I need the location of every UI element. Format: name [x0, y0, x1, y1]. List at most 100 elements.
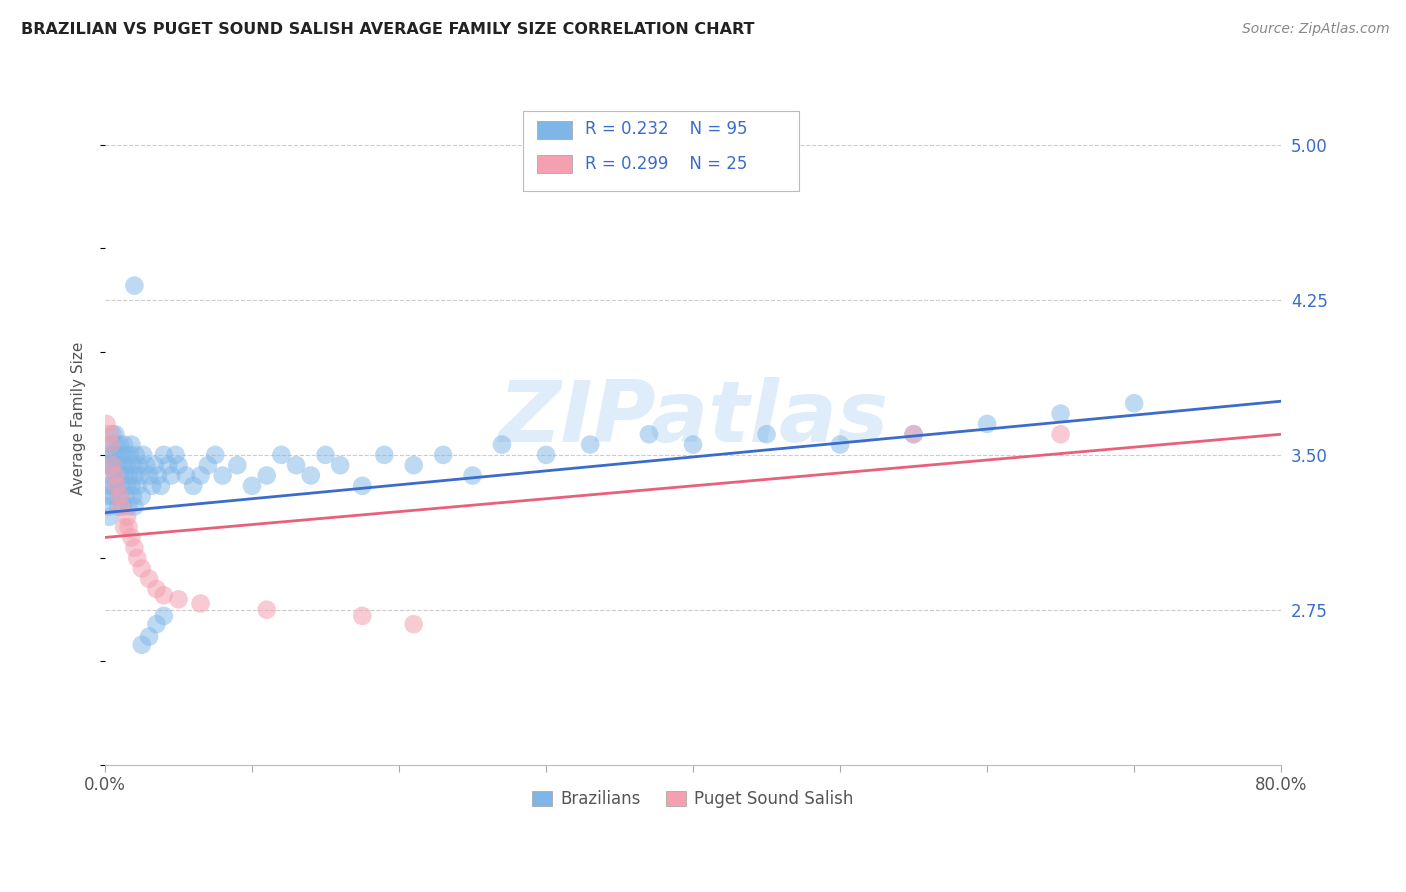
Point [114, 448, 136, 462]
Point [204, 448, 226, 462]
Point [110, 479, 132, 493]
Point [402, 617, 425, 632]
Point [352, 608, 374, 623]
Point [97, 500, 120, 514]
Point [112, 437, 135, 451]
Point [110, 500, 132, 514]
Point [146, 468, 169, 483]
Point [103, 479, 125, 493]
Point [373, 448, 395, 462]
Point [100, 437, 122, 451]
Point [152, 608, 174, 623]
Point [120, 531, 142, 545]
Point [104, 468, 127, 483]
Point [104, 427, 127, 442]
Point [118, 448, 141, 462]
Point [1049, 407, 1071, 421]
Point [110, 448, 132, 462]
Point [402, 458, 425, 473]
Point [101, 448, 124, 462]
Text: Source: ZipAtlas.com: Source: ZipAtlas.com [1241, 22, 1389, 37]
Point [211, 468, 233, 483]
Point [1123, 396, 1146, 410]
Point [98, 427, 121, 442]
Point [111, 458, 134, 473]
Point [828, 437, 851, 451]
Point [114, 489, 136, 503]
Point [285, 458, 308, 473]
Point [98, 479, 121, 493]
Point [105, 479, 128, 493]
FancyBboxPatch shape [537, 120, 572, 138]
Point [145, 582, 167, 596]
Point [101, 427, 124, 442]
Point [152, 588, 174, 602]
Point [315, 448, 337, 462]
Point [190, 597, 212, 611]
Point [107, 500, 129, 514]
Point [226, 458, 249, 473]
Point [124, 278, 146, 293]
Point [98, 509, 121, 524]
Point [115, 479, 138, 493]
Text: ZIPatlas: ZIPatlas [498, 377, 889, 460]
Point [96, 489, 118, 503]
Point [152, 448, 174, 462]
Point [103, 458, 125, 473]
Point [976, 417, 998, 431]
Point [270, 448, 292, 462]
Point [107, 458, 129, 473]
Point [120, 479, 142, 493]
Point [100, 437, 122, 451]
Point [167, 458, 190, 473]
Legend: Brazilians, Puget Sound Salish: Brazilians, Puget Sound Salish [526, 784, 860, 815]
Point [104, 468, 127, 483]
Point [141, 479, 163, 493]
Point [903, 427, 925, 442]
Point [149, 479, 172, 493]
Point [903, 427, 925, 442]
Point [122, 489, 145, 503]
FancyBboxPatch shape [537, 155, 572, 173]
Point [157, 458, 180, 473]
Point [129, 468, 152, 483]
Point [534, 448, 557, 462]
Point [131, 489, 153, 503]
Point [491, 437, 513, 451]
Point [124, 541, 146, 555]
Point [197, 458, 219, 473]
Point [181, 479, 204, 493]
Point [101, 458, 124, 473]
Point [160, 468, 183, 483]
Point [256, 603, 278, 617]
Point [111, 500, 134, 514]
Point [461, 468, 484, 483]
Point [117, 500, 139, 514]
Point [115, 509, 138, 524]
Point [100, 458, 122, 473]
Point [122, 458, 145, 473]
Point [138, 468, 160, 483]
Point [117, 468, 139, 483]
Point [108, 489, 131, 503]
Point [127, 479, 149, 493]
Point [131, 561, 153, 575]
Point [167, 592, 190, 607]
Point [143, 458, 166, 473]
Point [115, 458, 138, 473]
Point [352, 479, 374, 493]
Point [96, 417, 118, 431]
Point [682, 437, 704, 451]
Point [112, 468, 135, 483]
Point [104, 437, 127, 451]
Point [755, 427, 778, 442]
Point [174, 468, 197, 483]
Point [101, 489, 124, 503]
Point [299, 468, 322, 483]
Point [128, 458, 150, 473]
Text: R = 0.232    N = 95: R = 0.232 N = 95 [585, 120, 748, 138]
Point [108, 489, 131, 503]
Point [138, 630, 160, 644]
Point [132, 448, 155, 462]
Point [124, 468, 146, 483]
